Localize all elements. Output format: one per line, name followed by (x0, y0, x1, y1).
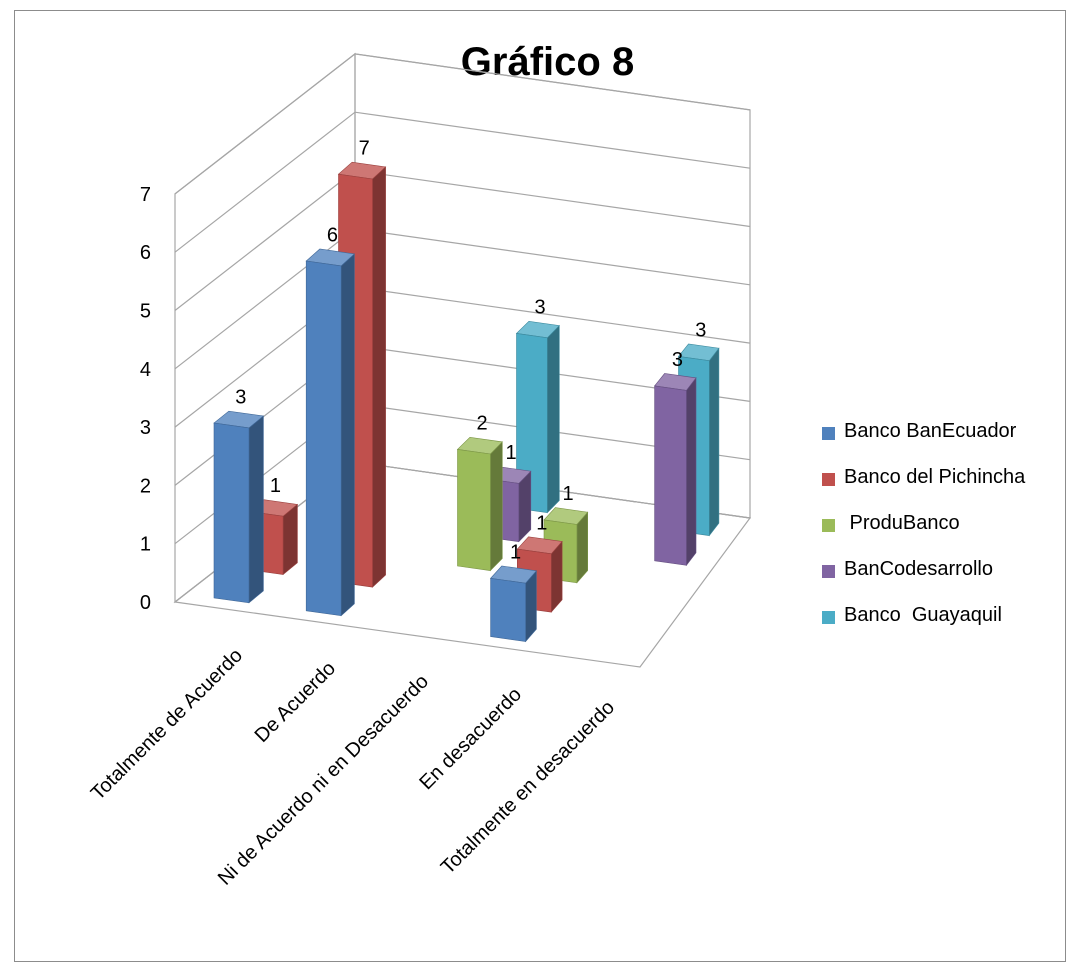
bar (654, 373, 697, 567)
bar (515, 320, 560, 514)
x-tick-label: Totalmente en desacuerdo (437, 696, 619, 878)
legend-label: BanCodesarrollo (844, 558, 993, 580)
bar (305, 248, 356, 617)
x-tick-label: Ni de Acuerdo ni en Desacuerdo (214, 670, 433, 889)
bar (213, 410, 265, 604)
y-tick-label: 4 (140, 359, 151, 381)
data-label: 3 (672, 349, 683, 371)
x-tick-label: En desacuerdo (415, 683, 526, 794)
data-label: 1 (510, 542, 521, 564)
data-label: 3 (235, 387, 246, 409)
y-tick-label: 0 (140, 592, 151, 614)
bar-face (490, 577, 526, 642)
bar-face (546, 324, 560, 514)
data-label: 1 (562, 483, 573, 505)
data-label: 2 (476, 413, 487, 435)
gridline (174, 228, 751, 370)
data-label: 6 (327, 224, 338, 246)
data-label: 1 (270, 475, 281, 497)
bar-face (654, 385, 687, 566)
bar (456, 436, 503, 572)
data-label: 7 (359, 138, 370, 160)
data-label: 3 (534, 297, 545, 319)
x-tick-label: De Acuerdo (251, 657, 340, 746)
bar-face (516, 333, 548, 514)
legend-swatch (822, 519, 835, 532)
legend-label: Banco BanEcuador (844, 420, 1017, 442)
legend-swatch (822, 427, 835, 440)
bar-face (708, 347, 720, 537)
bar-face (372, 166, 386, 588)
gridline (174, 111, 751, 253)
x-tick-label: Totalmente de Acuerdo (87, 644, 247, 804)
bar-face (457, 449, 491, 571)
y-tick-label: 7 (140, 184, 151, 206)
bar (489, 565, 537, 643)
bar-face (282, 503, 298, 576)
y-tick-label: 2 (140, 475, 151, 497)
bar-face (248, 415, 264, 604)
bar-face (686, 377, 697, 567)
data-label: 1 (505, 442, 516, 464)
bar-face (490, 441, 503, 572)
legend-swatch (822, 473, 835, 486)
bar-face (340, 253, 355, 617)
data-label: 1 (536, 512, 547, 534)
legend-label: ProduBanco (844, 512, 960, 534)
gridline (174, 53, 751, 195)
data-label: 3 (695, 319, 706, 341)
y-tick-label: 5 (140, 301, 151, 323)
gridline (174, 169, 751, 311)
y-tick-label: 3 (140, 417, 151, 439)
legend-label: Banco del Pichincha (844, 466, 1026, 488)
legend-swatch (822, 611, 835, 624)
bar-face (305, 260, 342, 617)
bar-face (213, 422, 250, 604)
legend-swatch (822, 565, 835, 578)
chart-title: Gráfico 8 (460, 40, 635, 84)
legend-label: Banco Guayaquil (844, 604, 1002, 626)
y-tick-label: 1 (140, 534, 151, 556)
y-tick-label: 6 (140, 242, 151, 264)
